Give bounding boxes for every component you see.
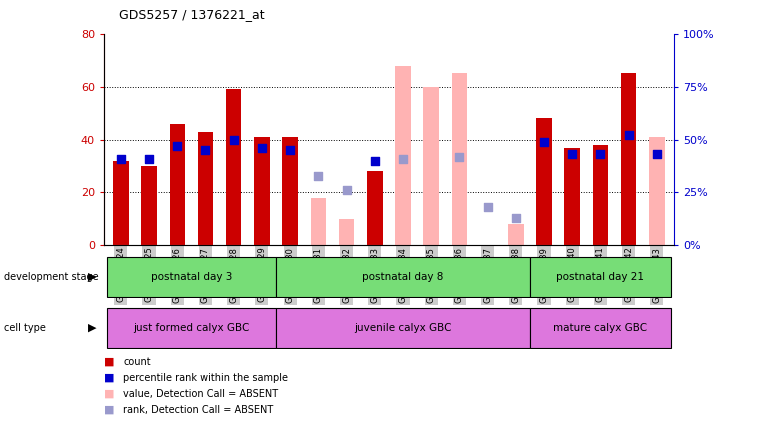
- Point: [622, 132, 634, 139]
- Text: mature calyx GBC: mature calyx GBC: [554, 323, 648, 333]
- Text: postnatal day 3: postnatal day 3: [151, 272, 232, 282]
- Point: [143, 155, 156, 162]
- Bar: [198, 132, 213, 245]
- Bar: [276, 257, 530, 297]
- Bar: [593, 145, 608, 245]
- Point: [284, 147, 296, 154]
- Point: [566, 151, 578, 158]
- Text: development stage: development stage: [4, 272, 99, 282]
- Text: ■: ■: [104, 389, 115, 399]
- Point: [312, 172, 324, 179]
- Bar: [649, 137, 665, 245]
- Bar: [367, 171, 383, 245]
- Bar: [254, 137, 270, 245]
- Bar: [107, 257, 276, 297]
- Text: value, Detection Call = ABSENT: value, Detection Call = ABSENT: [123, 389, 278, 399]
- Point: [537, 138, 550, 145]
- Point: [199, 147, 212, 154]
- Bar: [169, 124, 185, 245]
- Text: GDS5257 / 1376221_at: GDS5257 / 1376221_at: [119, 8, 265, 21]
- Bar: [283, 137, 298, 245]
- Bar: [536, 118, 552, 245]
- Text: ■: ■: [104, 405, 115, 415]
- Bar: [310, 198, 326, 245]
- Bar: [142, 166, 157, 245]
- Text: ▶: ▶: [88, 323, 96, 333]
- Bar: [564, 148, 580, 245]
- Bar: [113, 161, 129, 245]
- Point: [481, 204, 494, 211]
- Point: [454, 153, 466, 160]
- Text: ■: ■: [104, 357, 115, 367]
- Bar: [621, 74, 636, 245]
- Bar: [395, 66, 410, 245]
- Point: [369, 157, 381, 164]
- Point: [340, 187, 353, 194]
- Bar: [107, 308, 276, 348]
- Point: [256, 145, 268, 151]
- Text: percentile rank within the sample: percentile rank within the sample: [123, 373, 288, 383]
- Text: ▶: ▶: [88, 272, 96, 282]
- Point: [171, 143, 183, 149]
- Text: postnatal day 21: postnatal day 21: [557, 272, 644, 282]
- Bar: [530, 308, 671, 348]
- Point: [594, 151, 607, 158]
- Bar: [276, 308, 530, 348]
- Text: count: count: [123, 357, 151, 367]
- Bar: [508, 224, 524, 245]
- Point: [228, 136, 240, 143]
- Point: [651, 151, 663, 158]
- Point: [510, 214, 522, 221]
- Text: rank, Detection Call = ABSENT: rank, Detection Call = ABSENT: [123, 405, 273, 415]
- Point: [115, 155, 127, 162]
- Bar: [452, 74, 467, 245]
- Text: just formed calyx GBC: just formed calyx GBC: [133, 323, 249, 333]
- Text: juvenile calyx GBC: juvenile calyx GBC: [354, 323, 452, 333]
- Text: ■: ■: [104, 373, 115, 383]
- Point: [397, 155, 409, 162]
- Text: cell type: cell type: [4, 323, 45, 333]
- Bar: [339, 219, 354, 245]
- Text: postnatal day 8: postnatal day 8: [362, 272, 444, 282]
- Bar: [226, 89, 242, 245]
- Bar: [530, 257, 671, 297]
- Bar: [424, 87, 439, 245]
